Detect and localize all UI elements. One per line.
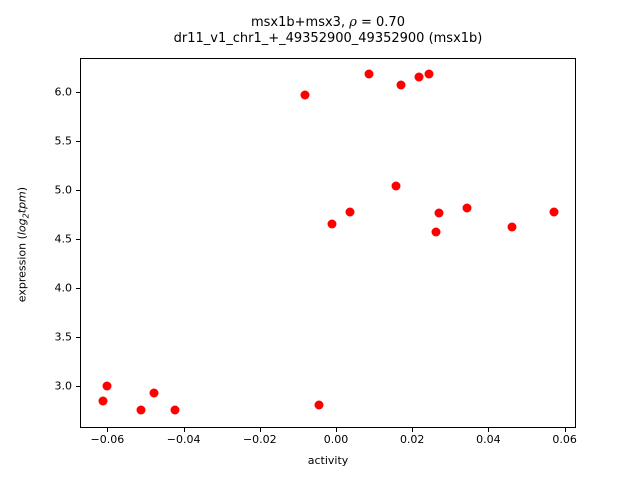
title-text-post: = 0.70 [356, 15, 405, 30]
x-axis-tick-label: −0.02 [242, 433, 277, 446]
y-axis-tick-label: 5.0 [54, 183, 73, 197]
x-axis-tick [488, 428, 490, 432]
ylabel-var: tpm [15, 191, 29, 214]
title-text-pre: msx1b+msx3, [251, 15, 350, 30]
y-axis-tick [76, 336, 80, 338]
scatter-point [364, 69, 374, 79]
ylabel-log: log2tpm [15, 191, 31, 236]
y-axis-tick [76, 189, 80, 191]
scatter-point [314, 400, 323, 410]
scatter-point [102, 381, 112, 390]
x-axis-tick-label: −0.06 [90, 433, 125, 446]
y-axis-tick [76, 287, 80, 289]
scatter-point [136, 405, 146, 415]
plot-area [80, 58, 576, 428]
chart-subtitle: dr11_v1_chr1_+_49352900_49352900 (msx1b) [173, 30, 483, 46]
x-axis-tick-label: 0.04 [476, 433, 501, 446]
scatter-point [396, 80, 406, 90]
scatter-point [549, 207, 558, 217]
x-axis-tick [564, 428, 566, 432]
scatter-point [98, 396, 108, 406]
y-axis-tick-label: 5.5 [54, 134, 73, 148]
scatter-point [327, 219, 337, 229]
scatter-point [462, 203, 472, 212]
y-axis-tick-label: 3.5 [54, 330, 73, 344]
scatter-point [434, 208, 443, 218]
x-axis-tick-label: −0.04 [166, 433, 201, 446]
x-axis-tick [183, 428, 185, 432]
scatter-point [391, 181, 401, 191]
scatter-point [414, 72, 424, 82]
x-axis-tick-label: 0.00 [323, 433, 349, 446]
y-axis-tick-label: 4.5 [54, 232, 73, 246]
scatter-point [149, 388, 159, 398]
ylabel-post: ) [15, 186, 29, 192]
scatter-point [431, 227, 441, 237]
scatter-point [424, 69, 434, 79]
y-axis-label: expression (log2tpm) [15, 135, 30, 355]
y-axis-tick [76, 385, 80, 387]
x-axis-tick-label: 0.02 [399, 433, 425, 446]
scatter-point [507, 222, 517, 232]
ylabel-subscript: 2 [21, 213, 31, 219]
x-axis-tick [107, 428, 109, 432]
scatter-point [300, 90, 310, 100]
y-axis-tick [76, 238, 80, 240]
x-axis-tick-label: 0.06 [552, 433, 577, 446]
chart-title-line1: msx1b+msx3, ρ = 0.70 [80, 15, 576, 31]
x-axis-tick [412, 428, 414, 432]
x-axis-tick [259, 428, 261, 432]
rho-symbol: ρ [349, 15, 357, 30]
chart-title: msx1b+msx3, ρ = 0.70 dr11_v1_chr1_+_4935… [80, 15, 576, 46]
x-axis-label: activity [307, 454, 349, 467]
y-axis-tick-label: 6.0 [54, 85, 73, 99]
y-axis-tick-label: 4.0 [54, 281, 73, 295]
y-axis-tick [76, 92, 80, 93]
y-axis-tick [76, 141, 80, 142]
scatter-point [345, 207, 355, 217]
y-axis-tick-label: 3.0 [54, 379, 73, 392]
scatter-point [170, 405, 180, 415]
ylabel-pre: expression ( [15, 235, 29, 303]
x-axis-tick [336, 428, 337, 432]
